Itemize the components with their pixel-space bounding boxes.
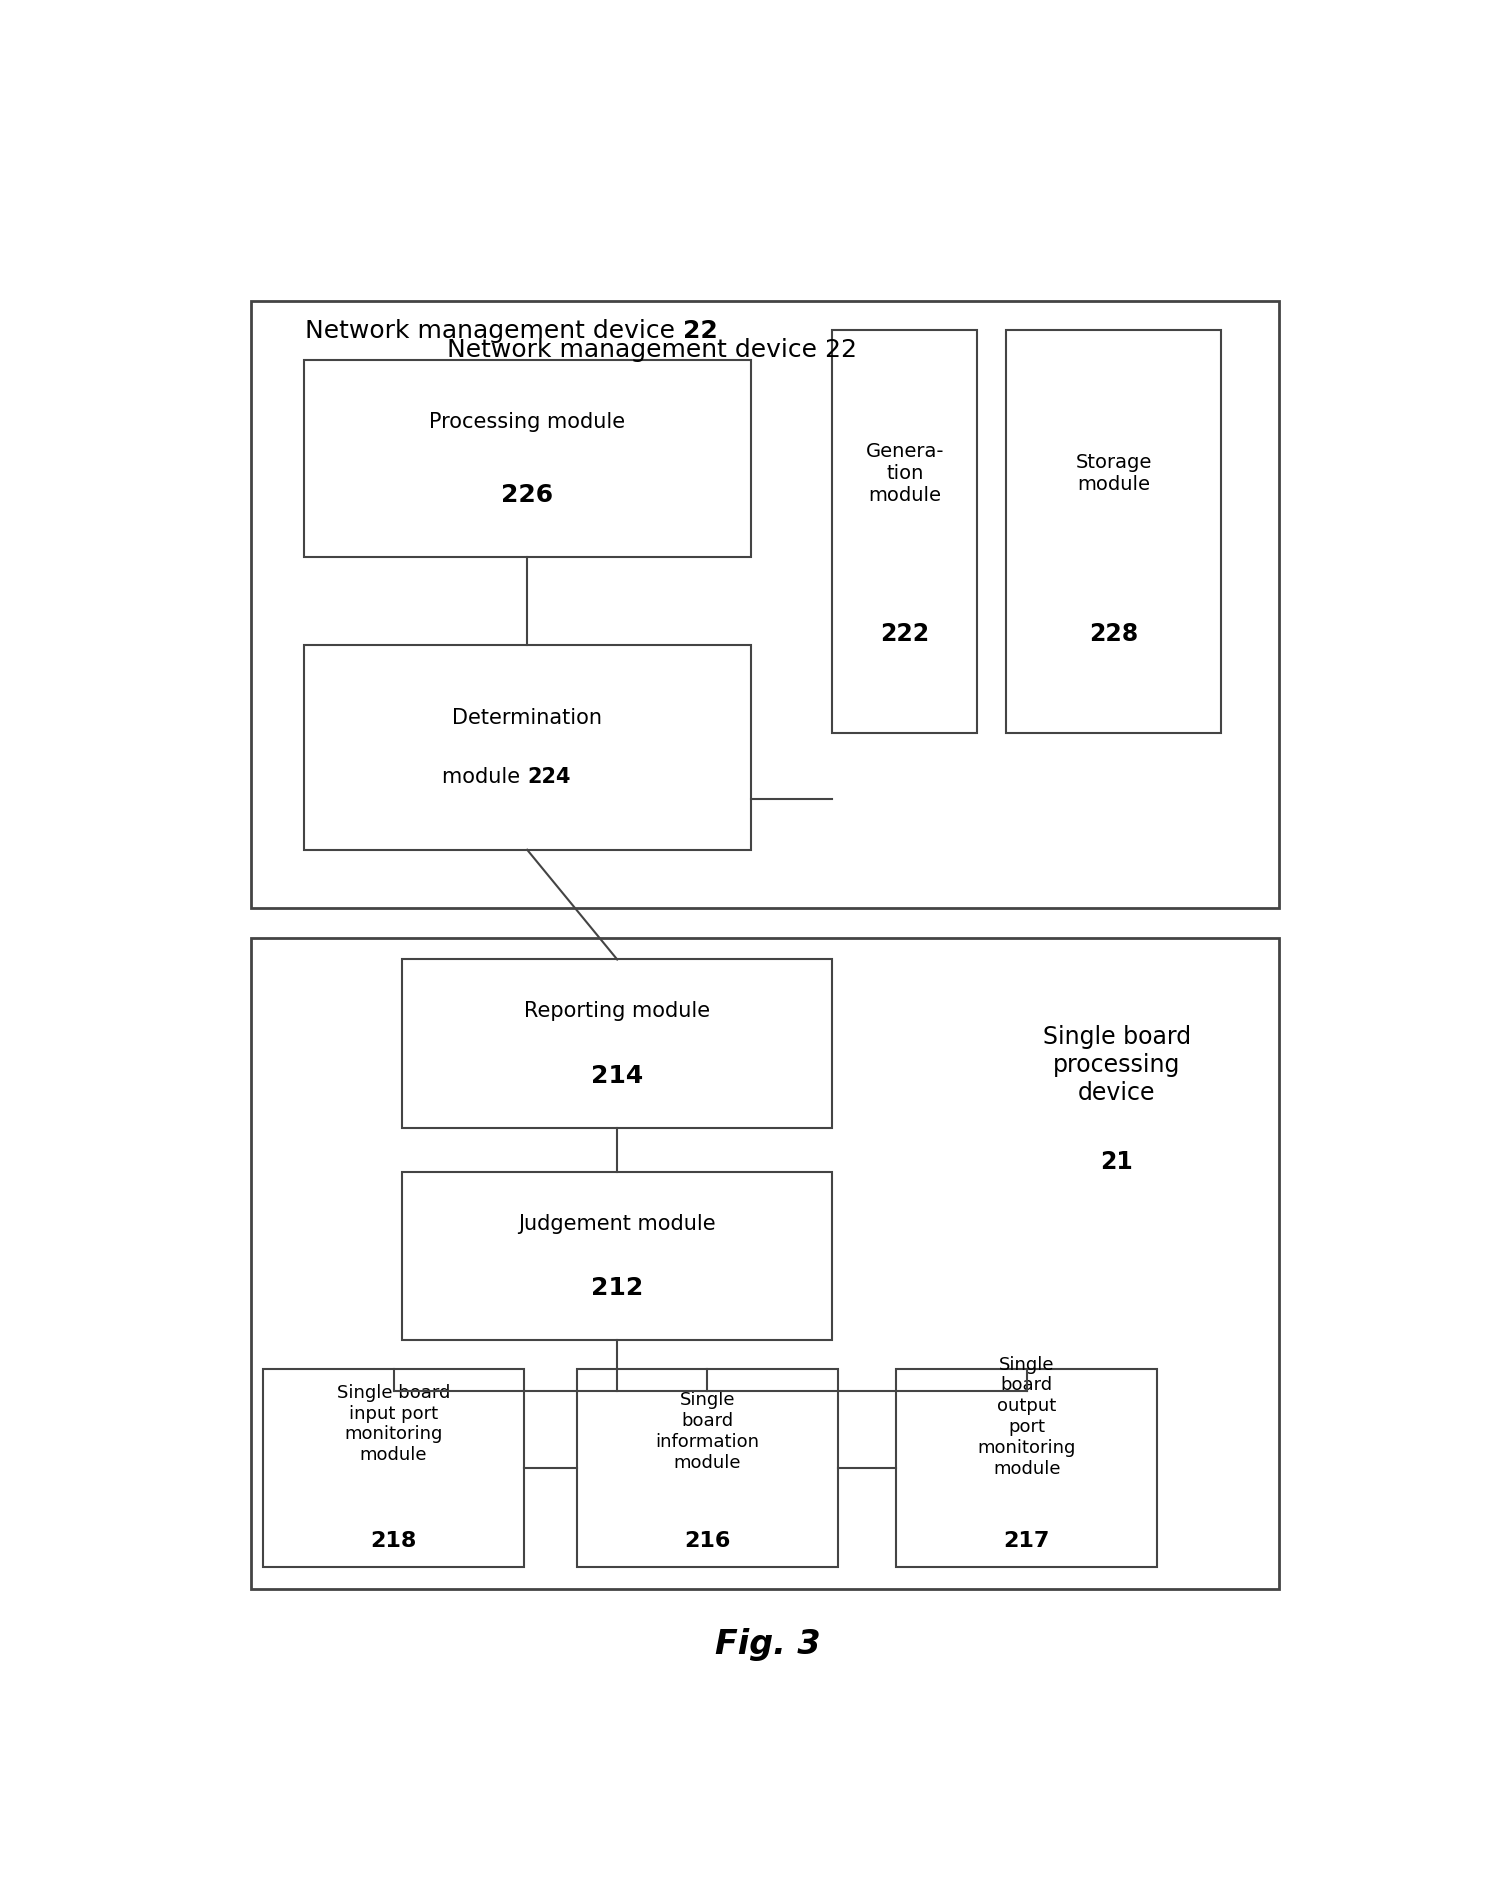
Text: Genera-
tion
module: Genera- tion module	[865, 441, 944, 505]
Text: module: module	[442, 766, 528, 787]
Text: Network management device: Network management device	[306, 319, 684, 342]
Bar	[577, 1370, 838, 1567]
Bar	[252, 302, 1279, 908]
Text: Single
board
output
port
monitoring
module: Single board output port monitoring modu…	[977, 1357, 1076, 1478]
Text: 224: 224	[528, 766, 571, 787]
Text: Reporting module: Reporting module	[525, 1001, 711, 1022]
Text: Judgement module: Judgement module	[519, 1214, 717, 1233]
Text: Single
board
information
module: Single board information module	[655, 1391, 760, 1471]
Bar	[252, 937, 1279, 1588]
Text: 216: 216	[684, 1531, 730, 1550]
Text: 21: 21	[1100, 1150, 1133, 1174]
Bar	[262, 1370, 525, 1567]
Text: Single board
input port
monitoring
module: Single board input port monitoring modul…	[337, 1383, 450, 1465]
Text: 212: 212	[591, 1277, 643, 1300]
Bar	[303, 359, 751, 557]
Bar	[402, 1172, 832, 1340]
Text: 22: 22	[684, 319, 718, 342]
Bar	[303, 644, 751, 849]
Bar	[1006, 331, 1222, 733]
Text: 226: 226	[501, 483, 553, 507]
Text: 222: 222	[880, 621, 929, 646]
Text: Single board
processing
device: Single board processing device	[1043, 1026, 1190, 1106]
Text: 214: 214	[591, 1064, 643, 1089]
Text: 228: 228	[1090, 621, 1138, 646]
Text: Processing module: Processing module	[429, 412, 625, 431]
Text: Determination: Determination	[453, 709, 603, 728]
Text: 218: 218	[370, 1531, 417, 1550]
Bar	[402, 960, 832, 1129]
Text: 217: 217	[1003, 1531, 1049, 1550]
Bar	[832, 331, 977, 733]
Text: Storage
module: Storage module	[1076, 452, 1153, 494]
Text: Network management device 22: Network management device 22	[447, 338, 857, 361]
Bar	[896, 1370, 1157, 1567]
Text: Fig. 3: Fig. 3	[715, 1628, 821, 1661]
